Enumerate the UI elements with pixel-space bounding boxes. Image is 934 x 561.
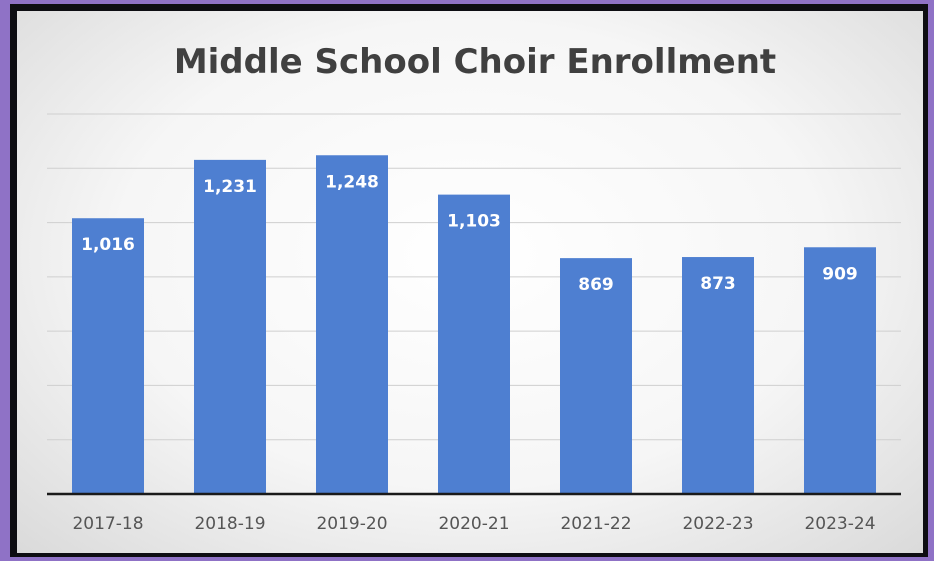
bar-2020-21 xyxy=(438,194,510,494)
x-tick-label-2019-20: 2019-20 xyxy=(316,514,387,534)
bar-2023-24 xyxy=(804,247,876,494)
data-labels: 1,016 1,231 1,248 1,103 869 873 909 xyxy=(81,172,858,295)
data-label-2021-22: 869 xyxy=(578,275,614,295)
x-tick-label-2023-24: 2023-24 xyxy=(804,514,875,534)
data-label-2020-21: 1,103 xyxy=(447,212,501,232)
bar-2021-22 xyxy=(560,258,632,494)
x-tick-label-2017-18: 2017-18 xyxy=(72,514,143,534)
bar-2022-23 xyxy=(682,257,754,494)
data-label-2022-23: 873 xyxy=(700,274,736,294)
x-tick-label-2021-22: 2021-22 xyxy=(560,514,631,534)
x-tick-label-2018-19: 2018-19 xyxy=(194,514,265,534)
data-label-2023-24: 909 xyxy=(822,264,858,284)
x-tick-label-2020-21: 2020-21 xyxy=(438,514,509,534)
bar-2019-20 xyxy=(316,155,388,494)
data-label-2017-18: 1,016 xyxy=(81,235,135,255)
x-tick-label-2022-23: 2022-23 xyxy=(682,514,753,534)
bar-2017-18 xyxy=(72,218,144,494)
chart-title: Middle School Choir Enrollment xyxy=(174,42,776,82)
bar-2018-19 xyxy=(194,159,266,494)
data-label-2019-20: 1,248 xyxy=(325,172,379,192)
x-tick-labels: 2017-18 2018-19 2019-20 2020-21 2021-22 2022-… xyxy=(72,514,875,534)
chart-area: Middle School Choir Enrollment 1,016 1,23… xyxy=(17,11,923,553)
bars xyxy=(72,155,876,494)
bar-chart: Middle School Choir Enrollment 1,016 1,23… xyxy=(47,42,901,534)
data-label-2018-19: 1,231 xyxy=(203,177,257,197)
